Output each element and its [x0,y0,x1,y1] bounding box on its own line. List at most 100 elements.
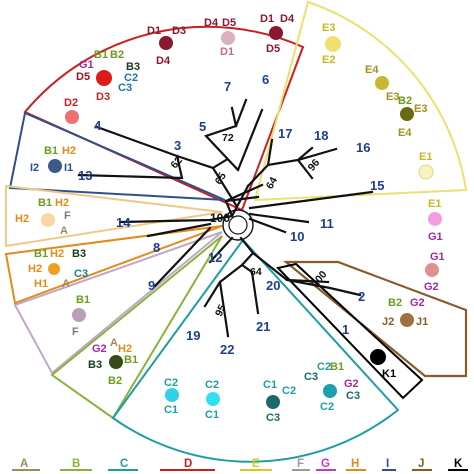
label-d2: D2 [64,97,78,109]
label-c2c: C2 [205,379,219,391]
label-e1b: E1 [428,198,441,210]
node-j [400,313,414,327]
cluster-13: 13 [78,168,92,183]
node-group-e: E3 E2 E4 E3 B2 E3 E4 E1 E1 G1 G1 G2 [322,22,445,293]
sector-e [253,0,468,202]
label-c2e: C2 [317,361,331,373]
label-d1c: D1 [260,13,274,25]
label-h1: H1 [34,278,48,290]
label-b1e: B1 [76,294,90,306]
cluster-11: 11 [320,216,334,231]
node-h [41,213,55,227]
label-b2d: B2 [388,297,402,309]
label-c2f: C2 [320,401,334,413]
label-d5d: D5 [76,71,90,83]
label-f1: F [64,210,71,222]
label-h2c: H2 [15,213,29,225]
cluster-17: 17 [278,126,292,141]
cluster-20: 20 [266,278,280,293]
label-b1g: B1 [330,361,344,373]
node-g [109,355,123,369]
label-c3b: C3 [74,268,88,280]
label-b1f: B1 [124,354,138,366]
label-b2a: B2 [110,49,124,61]
sector-f [13,231,223,375]
label-e2a: E2 [322,54,335,66]
label-i2: I2 [30,162,39,174]
label-k1: K1 [382,368,396,380]
node-g1a [428,212,442,226]
label-d3b: D3 [96,91,110,103]
label-j1: J1 [416,316,428,328]
cluster-10: 10 [290,229,304,244]
node-e3-e2 [325,36,341,52]
cluster-3: 3 [174,138,181,153]
label-h2e: H2 [28,263,42,275]
cluster-1: 1 [342,322,349,337]
node-group-j: B2 G2 J2 J1 [382,297,428,328]
label-d4b: D4 [204,17,219,29]
node-i [48,159,62,173]
bootstrap-64b: 64 [250,266,262,278]
label-i1: I1 [64,162,73,174]
label-c3c: C3 [266,412,280,424]
label-g2b: G2 [92,343,107,355]
label-d5c: D5 [266,43,280,55]
label-g1c: G1 [430,251,445,263]
cluster-14: 14 [116,215,131,230]
cluster-21: 21 [256,319,270,334]
label-c3e: C3 [346,390,360,402]
cluster-2: 2 [358,289,365,304]
label-j2: J2 [382,316,394,328]
label-g1b: G1 [428,231,443,243]
label-d3a: D3 [172,25,186,37]
label-h2d: H2 [50,248,64,260]
label-b3a: B3 [126,61,140,73]
label-h2b: H2 [55,197,69,209]
label-a1: A [60,225,68,237]
label-b1a: B1 [94,49,108,61]
cluster-18: 18 [314,128,328,143]
label-e3a: E3 [322,22,335,34]
sector-h [5,184,223,248]
label-g2c: G2 [410,297,425,309]
legend-j: J [418,458,424,470]
legend-e: E [252,458,260,470]
legend-k: K [454,458,463,470]
node-c-d [323,384,337,398]
label-c3d: C3 [304,371,318,383]
legend: A B C D E F G H I J K [12,458,468,471]
label-b1b: B1 [44,145,58,157]
cluster-22: 22 [220,342,234,357]
label-d5b: D5 [222,17,236,29]
label-c2b: C2 [164,377,178,389]
node-b [48,263,60,275]
cluster-5: 5 [199,119,206,134]
node-b2-e3-e4 [400,107,414,121]
cluster-numbers: 1 2 3 4 5 6 7 8 9 10 11 12 13 14 15 16 1… [78,72,384,357]
label-h2f: H2 [118,343,132,355]
bootstrap-65: 65 [213,170,229,186]
cluster-16: 16 [356,140,370,155]
node-f [72,308,86,322]
sector-k [276,262,424,400]
cluster-15: 15 [370,178,384,193]
sector-b [4,225,223,305]
bootstrap-64a: 64 [264,175,280,191]
label-g2d: G2 [344,378,359,390]
label-b2c: B2 [108,375,122,387]
cluster-6: 6 [262,72,269,87]
label-f2: F [72,326,79,338]
label-b1d: B1 [34,248,48,260]
label-c1a: C1 [164,404,178,416]
sector-i [8,111,226,201]
node-e4-e3 [375,76,389,90]
legend-i: I [386,458,389,470]
tree-branches [77,98,374,338]
node-c-c [266,395,280,409]
label-e3c: E3 [414,103,427,115]
node-g1-g2 [425,263,439,277]
node-group-mix1: B1 B2 G1 D5 B3 C2 D3 C3 [76,49,140,103]
legend-g: G [321,458,330,470]
group-sectors [4,0,468,463]
